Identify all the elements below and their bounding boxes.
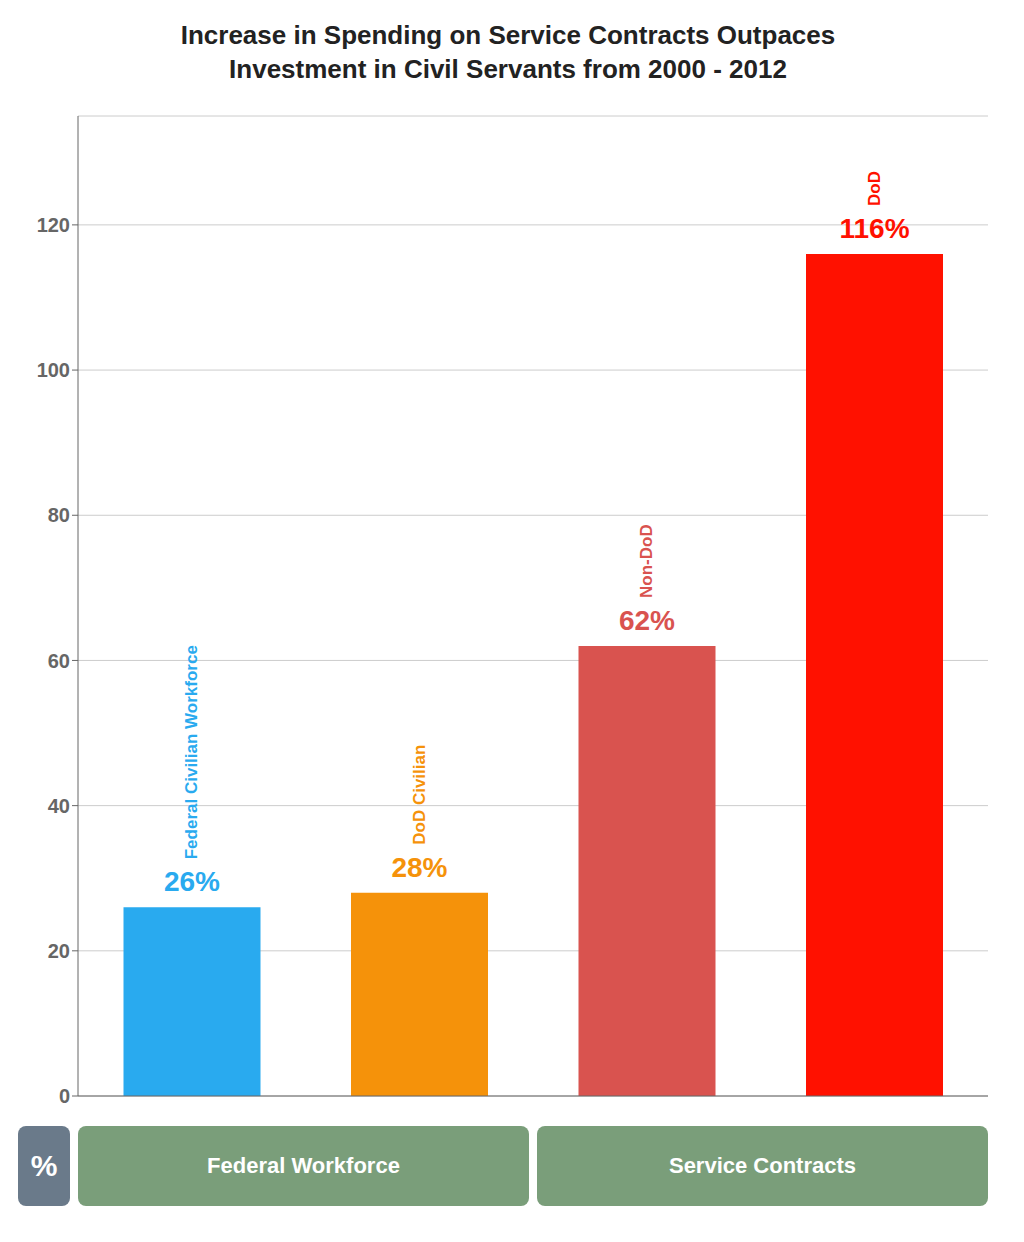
svg-text:100: 100 xyxy=(37,359,70,381)
svg-text:60: 60 xyxy=(48,650,70,672)
html-text:Investment in Civil Servants f: Investment in Civil Servants from 2000 -… xyxy=(229,54,787,84)
svg-text:0: 0 xyxy=(59,1085,70,1107)
svg-text:Federal Civilian Workforce: Federal Civilian Workforce xyxy=(183,645,202,859)
html-text:Federal Workforce: Federal Workforce xyxy=(207,1153,400,1178)
svg-text:28%: 28% xyxy=(391,852,447,883)
svg-text:62%: 62% xyxy=(619,605,675,636)
svg-text:80: 80 xyxy=(48,504,70,526)
html-text:Increase in Spending on Servic: Increase in Spending on Service Contract… xyxy=(180,20,836,50)
svg-text:20: 20 xyxy=(48,940,70,962)
svg-text:DoD: DoD xyxy=(865,171,884,206)
svg-text:116%: 116% xyxy=(839,213,909,244)
svg-text:40: 40 xyxy=(48,795,70,817)
svg-text:26%: 26% xyxy=(164,866,220,897)
svg-text:Non-DoD: Non-DoD xyxy=(638,524,657,598)
svg-text:DoD Civilian: DoD Civilian xyxy=(410,745,429,845)
html-text:Service Contracts: Service Contracts xyxy=(669,1153,856,1178)
svg-text:120: 120 xyxy=(37,214,70,236)
